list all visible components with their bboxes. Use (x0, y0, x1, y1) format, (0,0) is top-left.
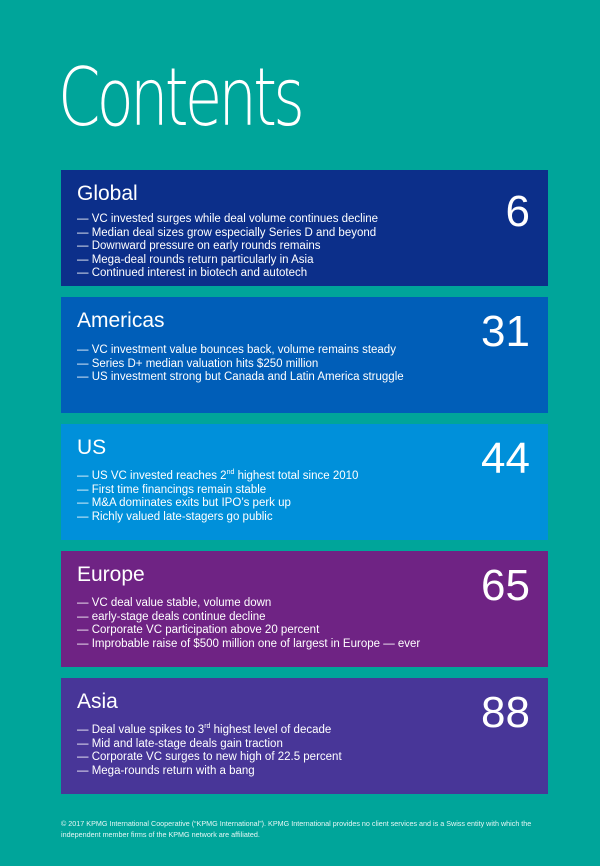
section-title: Americas (77, 309, 165, 332)
section-europe[interactable]: Europe 65 — VC deal value stable, volume… (61, 551, 548, 667)
list-item: — US VC invested reaches 2nd highest tot… (77, 469, 359, 484)
list-item: — VC investment value bounces back, volu… (77, 344, 396, 356)
section-title: Asia (77, 690, 118, 713)
page-title: Contents (58, 51, 305, 144)
bullet-list: — Deal value spikes to 3rd highest level… (77, 723, 342, 778)
list-item: — Mega-rounds return with a bang (77, 764, 255, 777)
list-item: — Median deal sizes grow especially Seri… (77, 226, 377, 239)
page-number[interactable]: 6 (505, 187, 530, 236)
list-item: — Mid and late-stage deals gain traction (77, 737, 283, 750)
bullet-list: — VC invested surges while deal volume c… (77, 213, 378, 281)
list-item: — Corporate VC participation above 20 pe… (77, 624, 320, 637)
list-item: — Continued interest in biotech and auto… (77, 267, 308, 280)
list-item: — M&A dominates exits but IPO’s perk up (77, 497, 291, 510)
section-title: Europe (77, 563, 145, 586)
section-asia[interactable]: Asia 88 — Deal value spikes to 3rd highe… (61, 678, 548, 794)
list-item: — Mega-deal rounds return particularly i… (77, 253, 314, 266)
page-number[interactable]: 88 (481, 688, 530, 737)
list-item: — VC invested surges while deal volume c… (77, 213, 379, 225)
bullet-text: — Deal value spikes to 3 (77, 724, 205, 736)
list-item: — Series D+ median valuation hits $250 m… (77, 357, 319, 370)
list-item: — VC deal value stable, volume down (77, 597, 272, 609)
list-item: — Deal value spikes to 3rd highest level… (77, 723, 342, 738)
list-item: — US investment strong but Canada and La… (77, 371, 404, 384)
ordinal-suffix: nd (226, 469, 235, 476)
list-item: — Richly valued late-stagers go public (77, 510, 273, 523)
list-item: — Improbable raise of $500 million one o… (77, 637, 421, 650)
section-us[interactable]: US 44 — US VC invested reaches 2nd highe… (61, 424, 548, 540)
page-number[interactable]: 31 (481, 307, 530, 356)
list-item: — Downward pressure on early rounds rema… (77, 240, 321, 253)
list-item: — early-stage deals continue decline (77, 610, 266, 623)
section-americas[interactable]: Americas 31 — VC investment value bounce… (61, 297, 548, 413)
bullet-list: — VC investment value bounces back, volu… (77, 344, 404, 385)
list-item: — First time financings remain stable (77, 483, 267, 496)
ordinal-suffix: rd (204, 723, 211, 730)
section-title: Global (77, 182, 138, 205)
page-number[interactable]: 65 (481, 561, 530, 610)
list-item: — Corporate VC surges to new high of 22.… (77, 751, 342, 764)
bullet-text: highest level of decade (210, 724, 332, 736)
section-title: US (77, 436, 107, 459)
bullet-list: — VC deal value stable, volume down — ea… (77, 597, 420, 651)
copyright-footnote: © 2017 KPMG International Cooperative (“… (61, 819, 532, 839)
bullet-text: highest total since 2010 (234, 470, 359, 482)
section-global[interactable]: Global 6 — VC invested surges while deal… (61, 170, 548, 286)
page-number[interactable]: 44 (481, 434, 530, 483)
bullet-list: — US VC invested reaches 2nd highest tot… (77, 469, 359, 524)
bullet-text: — US VC invested reaches 2 (77, 470, 227, 482)
